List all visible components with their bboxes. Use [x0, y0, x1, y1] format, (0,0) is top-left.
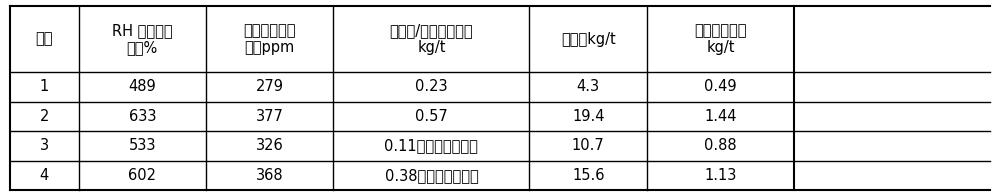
Text: 炉号: 炉号 [36, 32, 53, 46]
Text: 633: 633 [129, 109, 156, 124]
Text: 15.6: 15.6 [572, 168, 604, 183]
Text: 0.11（铝钓铁合金）: 0.11（铝钓铁合金） [384, 138, 478, 153]
Text: 533: 533 [129, 138, 156, 153]
Text: 326: 326 [256, 138, 284, 153]
Text: RH 到站自由
氧，%: RH 到站自由 氧，% [112, 23, 173, 55]
Text: 0.38（铝钓铁合金）: 0.38（铝钓铁合金） [385, 168, 478, 183]
Text: 1.44: 1.44 [704, 109, 737, 124]
Text: 10.7: 10.7 [572, 138, 605, 153]
Text: 489: 489 [128, 79, 156, 94]
Text: 368: 368 [256, 168, 284, 183]
Text: 硅铁，kg/t: 硅铁，kg/t [561, 32, 616, 46]
Text: 279: 279 [256, 79, 284, 94]
Text: 377: 377 [256, 109, 284, 124]
Text: 602: 602 [128, 168, 156, 183]
Text: 4: 4 [40, 168, 49, 183]
Text: 4.3: 4.3 [577, 79, 600, 94]
Text: 金属铝/铝钓铁合金，
kg/t: 金属铝/铝钓铁合金， kg/t [390, 23, 473, 55]
Text: 1: 1 [40, 79, 49, 94]
Text: 3: 3 [40, 138, 49, 153]
Text: 脱碳结束自由
氧，ppm: 脱碳结束自由 氧，ppm [243, 23, 296, 55]
Text: 19.4: 19.4 [572, 109, 604, 124]
Text: 0.88: 0.88 [704, 138, 737, 153]
Text: 2: 2 [40, 109, 49, 124]
Text: 0.23: 0.23 [415, 79, 448, 94]
Text: 1.13: 1.13 [704, 168, 737, 183]
Text: 渣面脱氧剂，
kg/t: 渣面脱氧剂， kg/t [694, 23, 747, 55]
Text: 0.49: 0.49 [704, 79, 737, 94]
Text: 0.57: 0.57 [415, 109, 448, 124]
